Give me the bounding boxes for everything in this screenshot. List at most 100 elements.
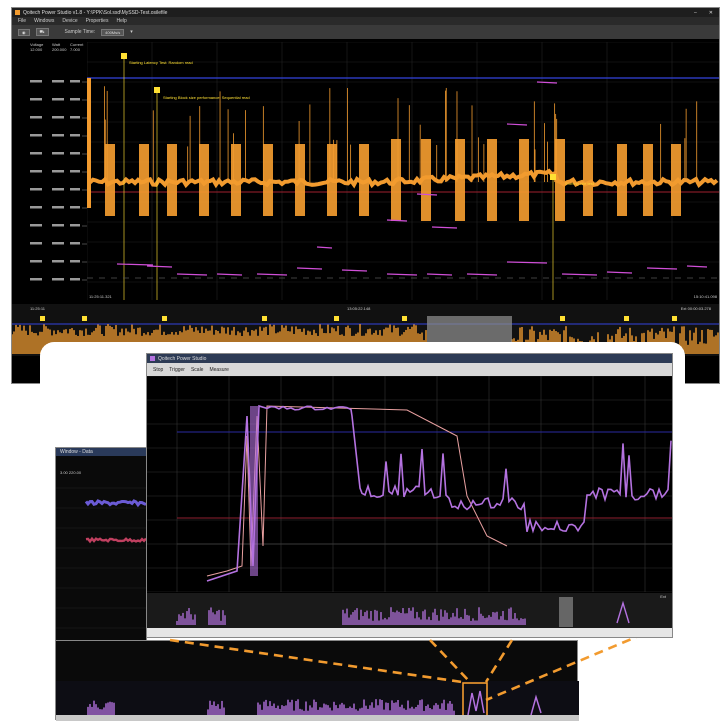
latency-segment bbox=[341, 269, 368, 272]
burst-block bbox=[263, 144, 273, 216]
y-axis-tick-text bbox=[30, 152, 42, 155]
latency-segment bbox=[506, 123, 528, 126]
menu-windows[interactable]: Windows bbox=[34, 18, 55, 24]
burst-block bbox=[643, 144, 653, 216]
y-axis-tick-text bbox=[70, 134, 80, 137]
y-axis-tick-text bbox=[52, 152, 64, 155]
y-axis-tick-text bbox=[52, 224, 64, 227]
sample-time-select[interactable]: 400Ms/s bbox=[101, 28, 125, 36]
menu-device[interactable]: Device bbox=[62, 18, 78, 24]
latency-segment bbox=[646, 267, 678, 270]
latency-segment bbox=[431, 226, 458, 229]
latency-segment bbox=[176, 273, 208, 276]
zoom-overview[interactable]: Ext bbox=[147, 593, 672, 629]
y-axis-tick-text bbox=[30, 134, 42, 137]
y-axis-tick-text bbox=[70, 206, 80, 209]
y-axis-tick-text bbox=[70, 242, 80, 245]
overview-marker bbox=[40, 316, 45, 321]
y-axis-tick-text bbox=[70, 98, 80, 101]
menu-file[interactable]: File bbox=[18, 18, 27, 24]
overview-marker bbox=[672, 316, 677, 321]
zoom-ext-label: Ext bbox=[660, 594, 666, 599]
y-axis-tick-text bbox=[30, 260, 42, 263]
y-axis-tick-text bbox=[70, 278, 80, 281]
latency-segment bbox=[146, 265, 173, 268]
latency-segment bbox=[386, 219, 408, 222]
main-power-window: Qoitech Power Studio v1.8 - Y:\PPK\Sol.s… bbox=[11, 7, 720, 384]
menu-bar: File Windows Device Properties Help bbox=[12, 17, 719, 25]
zoom-plot[interactable] bbox=[147, 376, 672, 592]
cursor-marker bbox=[154, 87, 160, 93]
y-axis-tick-text bbox=[30, 242, 42, 245]
y-axis-tick-text bbox=[52, 260, 64, 263]
burst-block bbox=[327, 144, 337, 216]
y-axis-tick-text bbox=[30, 206, 42, 209]
y-axis-tick-text bbox=[70, 224, 80, 227]
time-start-label: 11:25:11.321 bbox=[89, 294, 112, 299]
menu-help[interactable]: Help bbox=[116, 18, 127, 24]
y-axis-tick-text bbox=[70, 116, 80, 119]
overview-time-right: Ext 00:00:03.278 bbox=[680, 306, 711, 311]
annotation-latency-test: Starting Latency Test: Random read bbox=[129, 60, 193, 65]
axis-header-watt: Watt 200.000 bbox=[52, 42, 67, 52]
latency-segment bbox=[536, 81, 558, 84]
minimize-icon[interactable]: – bbox=[694, 9, 697, 16]
menu-properties[interactable]: Properties bbox=[85, 18, 109, 24]
zoom-overview-svg bbox=[176, 597, 630, 627]
burst-block bbox=[617, 144, 627, 216]
small-window-header: 3.00 220.00 bbox=[60, 470, 82, 475]
y-axis-tick-text bbox=[30, 224, 42, 227]
zoom-toolbar-stop[interactable]: Stop bbox=[153, 366, 164, 373]
zoom-toolbar-scale[interactable]: Scale bbox=[190, 366, 204, 373]
main-plot-svg bbox=[87, 42, 719, 300]
y-axis-tick-text bbox=[52, 98, 64, 101]
main-plot[interactable]: Starting Latency Test: Random read Start… bbox=[87, 42, 719, 300]
zoom-toolbar-measure[interactable]: Measure bbox=[209, 366, 229, 373]
y-axis-tick-text bbox=[30, 80, 42, 83]
burst-block bbox=[583, 144, 593, 216]
burst-block bbox=[455, 139, 465, 221]
zoom-plot-svg bbox=[147, 376, 672, 592]
y-axis-tick-text bbox=[30, 278, 42, 281]
latency-segment bbox=[466, 273, 498, 276]
y-axis-tick-text bbox=[70, 260, 80, 263]
y-axis-tick-text bbox=[52, 278, 64, 281]
y-axis-tick-text bbox=[52, 188, 64, 191]
zoom-overview-selection bbox=[559, 597, 573, 627]
burst-block bbox=[295, 144, 305, 216]
burst-block bbox=[391, 139, 401, 221]
y-axis-tick-text bbox=[52, 206, 64, 209]
latency-segment bbox=[296, 267, 323, 270]
overview-marker bbox=[334, 316, 339, 321]
small-data-window: Window - Data 3.00 220.00 bbox=[55, 447, 148, 647]
small-trace-upper bbox=[84, 499, 147, 508]
cursor-marker bbox=[550, 174, 556, 180]
overview-marker bbox=[560, 316, 565, 321]
window-title: Qoitech Power Studio v1.8 - Y:\PPK\Sol.s… bbox=[23, 9, 168, 16]
camera-icon[interactable]: ◉ bbox=[18, 28, 30, 36]
burst-block bbox=[139, 144, 149, 216]
small-trace-lower bbox=[85, 536, 147, 544]
latency-segment bbox=[606, 271, 633, 274]
initial-spike bbox=[87, 78, 91, 208]
window-titlebar: Qoitech Power Studio v1.8 - Y:\PPK\Sol.s… bbox=[12, 8, 719, 17]
y-axis-tick-text bbox=[30, 188, 42, 191]
highlight-trace bbox=[467, 690, 485, 716]
close-icon[interactable]: ✕ bbox=[708, 9, 713, 16]
y-axis-area: Voltage 12.000 Watt 200.000 Current 7.000 bbox=[12, 42, 87, 300]
overview-time-left: 11:25:11 bbox=[30, 306, 45, 311]
zoom-window-title: Qoitech Power Studio bbox=[158, 355, 207, 362]
y-axis-tick-text bbox=[30, 170, 42, 173]
long-strip-scrollbar bbox=[56, 715, 579, 721]
zoom-main-trace bbox=[206, 404, 672, 582]
y-axis-tick-text bbox=[52, 80, 64, 83]
cart-icon[interactable]: ⛟ bbox=[35, 28, 49, 36]
latency-segment bbox=[561, 273, 598, 276]
chevron-down-icon[interactable]: ▾ bbox=[130, 29, 133, 35]
small-window-title: Window - Data bbox=[60, 449, 93, 455]
zoom-toolbar-trigger[interactable]: Trigger bbox=[169, 366, 185, 373]
burst-block bbox=[231, 144, 241, 216]
latency-segment bbox=[386, 273, 418, 276]
y-axis-tick-text bbox=[30, 116, 42, 119]
y-axis-ticks bbox=[30, 80, 87, 281]
